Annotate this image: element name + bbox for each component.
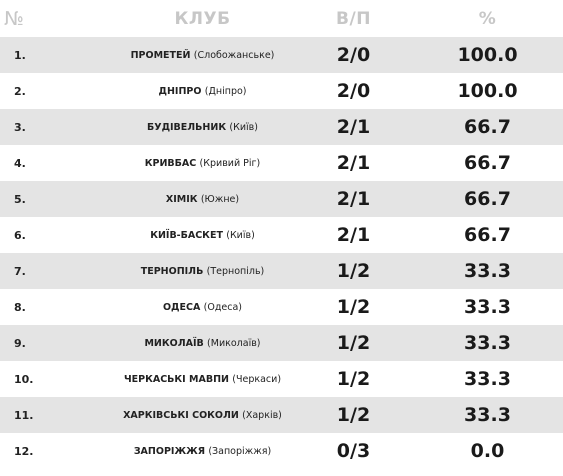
club-city: (Южне) bbox=[200, 193, 240, 205]
row-win-percent: 33.3 bbox=[464, 296, 511, 318]
row-wins-losses: 1/2 bbox=[336, 260, 371, 282]
row-win-percent: 66.7 bbox=[464, 224, 511, 246]
club-name: МИКОЛАЇВ bbox=[144, 337, 204, 349]
club-name: БУДІВЕЛЬНИК bbox=[147, 121, 227, 133]
table-row: 6. КИЇВ-БАСКЕТ (Київ) 2/1 66.7 bbox=[0, 217, 563, 253]
table-row: 2. ДНІПРО (Дніпро) 2/0 100.0 bbox=[0, 73, 563, 109]
club-city: (Слобожанське) bbox=[193, 49, 275, 61]
row-win-percent: 66.7 bbox=[464, 188, 511, 210]
row-win-percent: 100.0 bbox=[457, 80, 518, 102]
row-win-percent: 33.3 bbox=[464, 332, 511, 354]
row-wins-losses: 1/2 bbox=[336, 296, 371, 318]
table-row: 5. ХІМІК (Южне) 2/1 66.7 bbox=[0, 181, 563, 217]
row-wins-losses: 2/0 bbox=[336, 44, 371, 66]
row-club: БУДІВЕЛЬНИК (Київ) bbox=[110, 122, 295, 133]
table-row: 11. ХАРКІВСЬКІ СОКОЛИ (Харків) 1/2 33.3 bbox=[0, 397, 563, 433]
club-name: ХАРКІВСЬКІ СОКОЛИ bbox=[123, 409, 239, 421]
row-club: ХАРКІВСЬКІ СОКОЛИ (Харків) bbox=[110, 410, 295, 421]
row-club: МИКОЛАЇВ (Миколаїв) bbox=[110, 338, 295, 349]
row-position: 5. bbox=[14, 192, 26, 206]
table-row: 7. ТЕРНОПІЛЬ (Тернопіль) 1/2 33.3 bbox=[0, 253, 563, 289]
row-club: ХІМІК (Южне) bbox=[110, 194, 295, 205]
header-num: № bbox=[4, 7, 25, 30]
row-wins-losses: 2/1 bbox=[336, 224, 371, 246]
table-row: 10. ЧЕРКАСЬКІ МАВПИ (Черкаси) 1/2 33.3 bbox=[0, 361, 563, 397]
club-city: (Тернопіль) bbox=[206, 265, 265, 277]
row-position: 10. bbox=[14, 372, 34, 386]
row-club: ЗАПОРІЖЖЯ (Запоріжжя) bbox=[110, 446, 295, 457]
row-position: 9. bbox=[14, 336, 26, 350]
row-position: 12. bbox=[14, 444, 34, 458]
header-pct: % bbox=[478, 8, 497, 29]
row-club: ЧЕРКАСЬКІ МАВПИ (Черкаси) bbox=[110, 374, 295, 385]
row-club: ПРОМЕТЕЙ (Слобожанське) bbox=[110, 50, 295, 61]
club-city: (Черкаси) bbox=[232, 373, 282, 385]
club-city: (Харків) bbox=[242, 409, 282, 421]
club-city: (Київ) bbox=[226, 229, 255, 241]
row-wins-losses: 2/1 bbox=[336, 116, 371, 138]
table-body: 1. ПРОМЕТЕЙ (Слобожанське) 2/0 100.0 2. ДНІПР… bbox=[0, 37, 563, 469]
row-win-percent: 100.0 bbox=[457, 44, 518, 66]
row-position: 3. bbox=[14, 120, 26, 134]
row-win-percent: 0.0 bbox=[470, 440, 505, 462]
club-name: ХІМІК bbox=[165, 193, 198, 205]
club-name: ДНІПРО bbox=[158, 85, 202, 97]
row-win-percent: 33.3 bbox=[464, 260, 511, 282]
row-win-percent: 33.3 bbox=[464, 404, 511, 426]
row-position: 8. bbox=[14, 300, 26, 314]
club-name: ПРОМЕТЕЙ bbox=[130, 49, 191, 61]
row-club: ТЕРНОПІЛЬ (Тернопіль) bbox=[110, 266, 295, 277]
club-city: (Київ) bbox=[229, 121, 258, 133]
row-position: 2. bbox=[14, 84, 26, 98]
row-position: 11. bbox=[14, 408, 34, 422]
row-position: 1. bbox=[14, 48, 26, 62]
row-position: 7. bbox=[14, 264, 26, 278]
row-club: ОДЕСА (Одеса) bbox=[110, 302, 295, 313]
header-club: КЛУБ bbox=[174, 8, 231, 29]
club-name: КРИВБАС bbox=[144, 157, 197, 169]
row-position: 4. bbox=[14, 156, 26, 170]
table-row: 12. ЗАПОРІЖЖЯ (Запоріжжя) 0/3 0.0 bbox=[0, 433, 563, 469]
row-club: КРИВБАС (Кривий Ріг) bbox=[110, 158, 295, 169]
club-name: ЗАПОРІЖЖЯ bbox=[133, 445, 206, 457]
row-wins-losses: 1/2 bbox=[336, 404, 371, 426]
club-name: ЧЕРКАСЬКІ МАВПИ bbox=[123, 373, 229, 385]
row-wins-losses: 0/3 bbox=[336, 440, 371, 462]
table-row: 1. ПРОМЕТЕЙ (Слобожанське) 2/0 100.0 bbox=[0, 37, 563, 73]
table-row: 8. ОДЕСА (Одеса) 1/2 33.3 bbox=[0, 289, 563, 325]
club-name: ТЕРНОПІЛЬ bbox=[140, 265, 204, 277]
row-club: КИЇВ-БАСКЕТ (Київ) bbox=[110, 230, 295, 241]
club-name: ОДЕСА bbox=[162, 301, 201, 313]
club-city: (Миколаїв) bbox=[207, 337, 261, 349]
table-header: № КЛУБ В/П % bbox=[0, 0, 563, 37]
table-row: 4. КРИВБАС (Кривий Ріг) 2/1 66.7 bbox=[0, 145, 563, 181]
table-row: 9. МИКОЛАЇВ (Миколаїв) 1/2 33.3 bbox=[0, 325, 563, 361]
row-win-percent: 66.7 bbox=[464, 116, 511, 138]
club-city: (Дніпро) bbox=[204, 85, 247, 97]
header-wl: В/П bbox=[336, 8, 371, 29]
row-wins-losses: 2/1 bbox=[336, 152, 371, 174]
row-wins-losses: 2/1 bbox=[336, 188, 371, 210]
club-city: (Кривий Ріг) bbox=[199, 157, 261, 169]
row-win-percent: 66.7 bbox=[464, 152, 511, 174]
club-name: КИЇВ-БАСКЕТ bbox=[150, 229, 223, 241]
row-wins-losses: 1/2 bbox=[336, 368, 371, 390]
table-row: 3. БУДІВЕЛЬНИК (Київ) 2/1 66.7 bbox=[0, 109, 563, 145]
club-city: (Запоріжжя) bbox=[208, 445, 272, 457]
row-wins-losses: 2/0 bbox=[336, 80, 371, 102]
club-city: (Одеса) bbox=[203, 301, 243, 313]
row-wins-losses: 1/2 bbox=[336, 332, 371, 354]
row-win-percent: 33.3 bbox=[464, 368, 511, 390]
row-club: ДНІПРО (Дніпро) bbox=[110, 86, 295, 97]
row-position: 6. bbox=[14, 228, 26, 242]
